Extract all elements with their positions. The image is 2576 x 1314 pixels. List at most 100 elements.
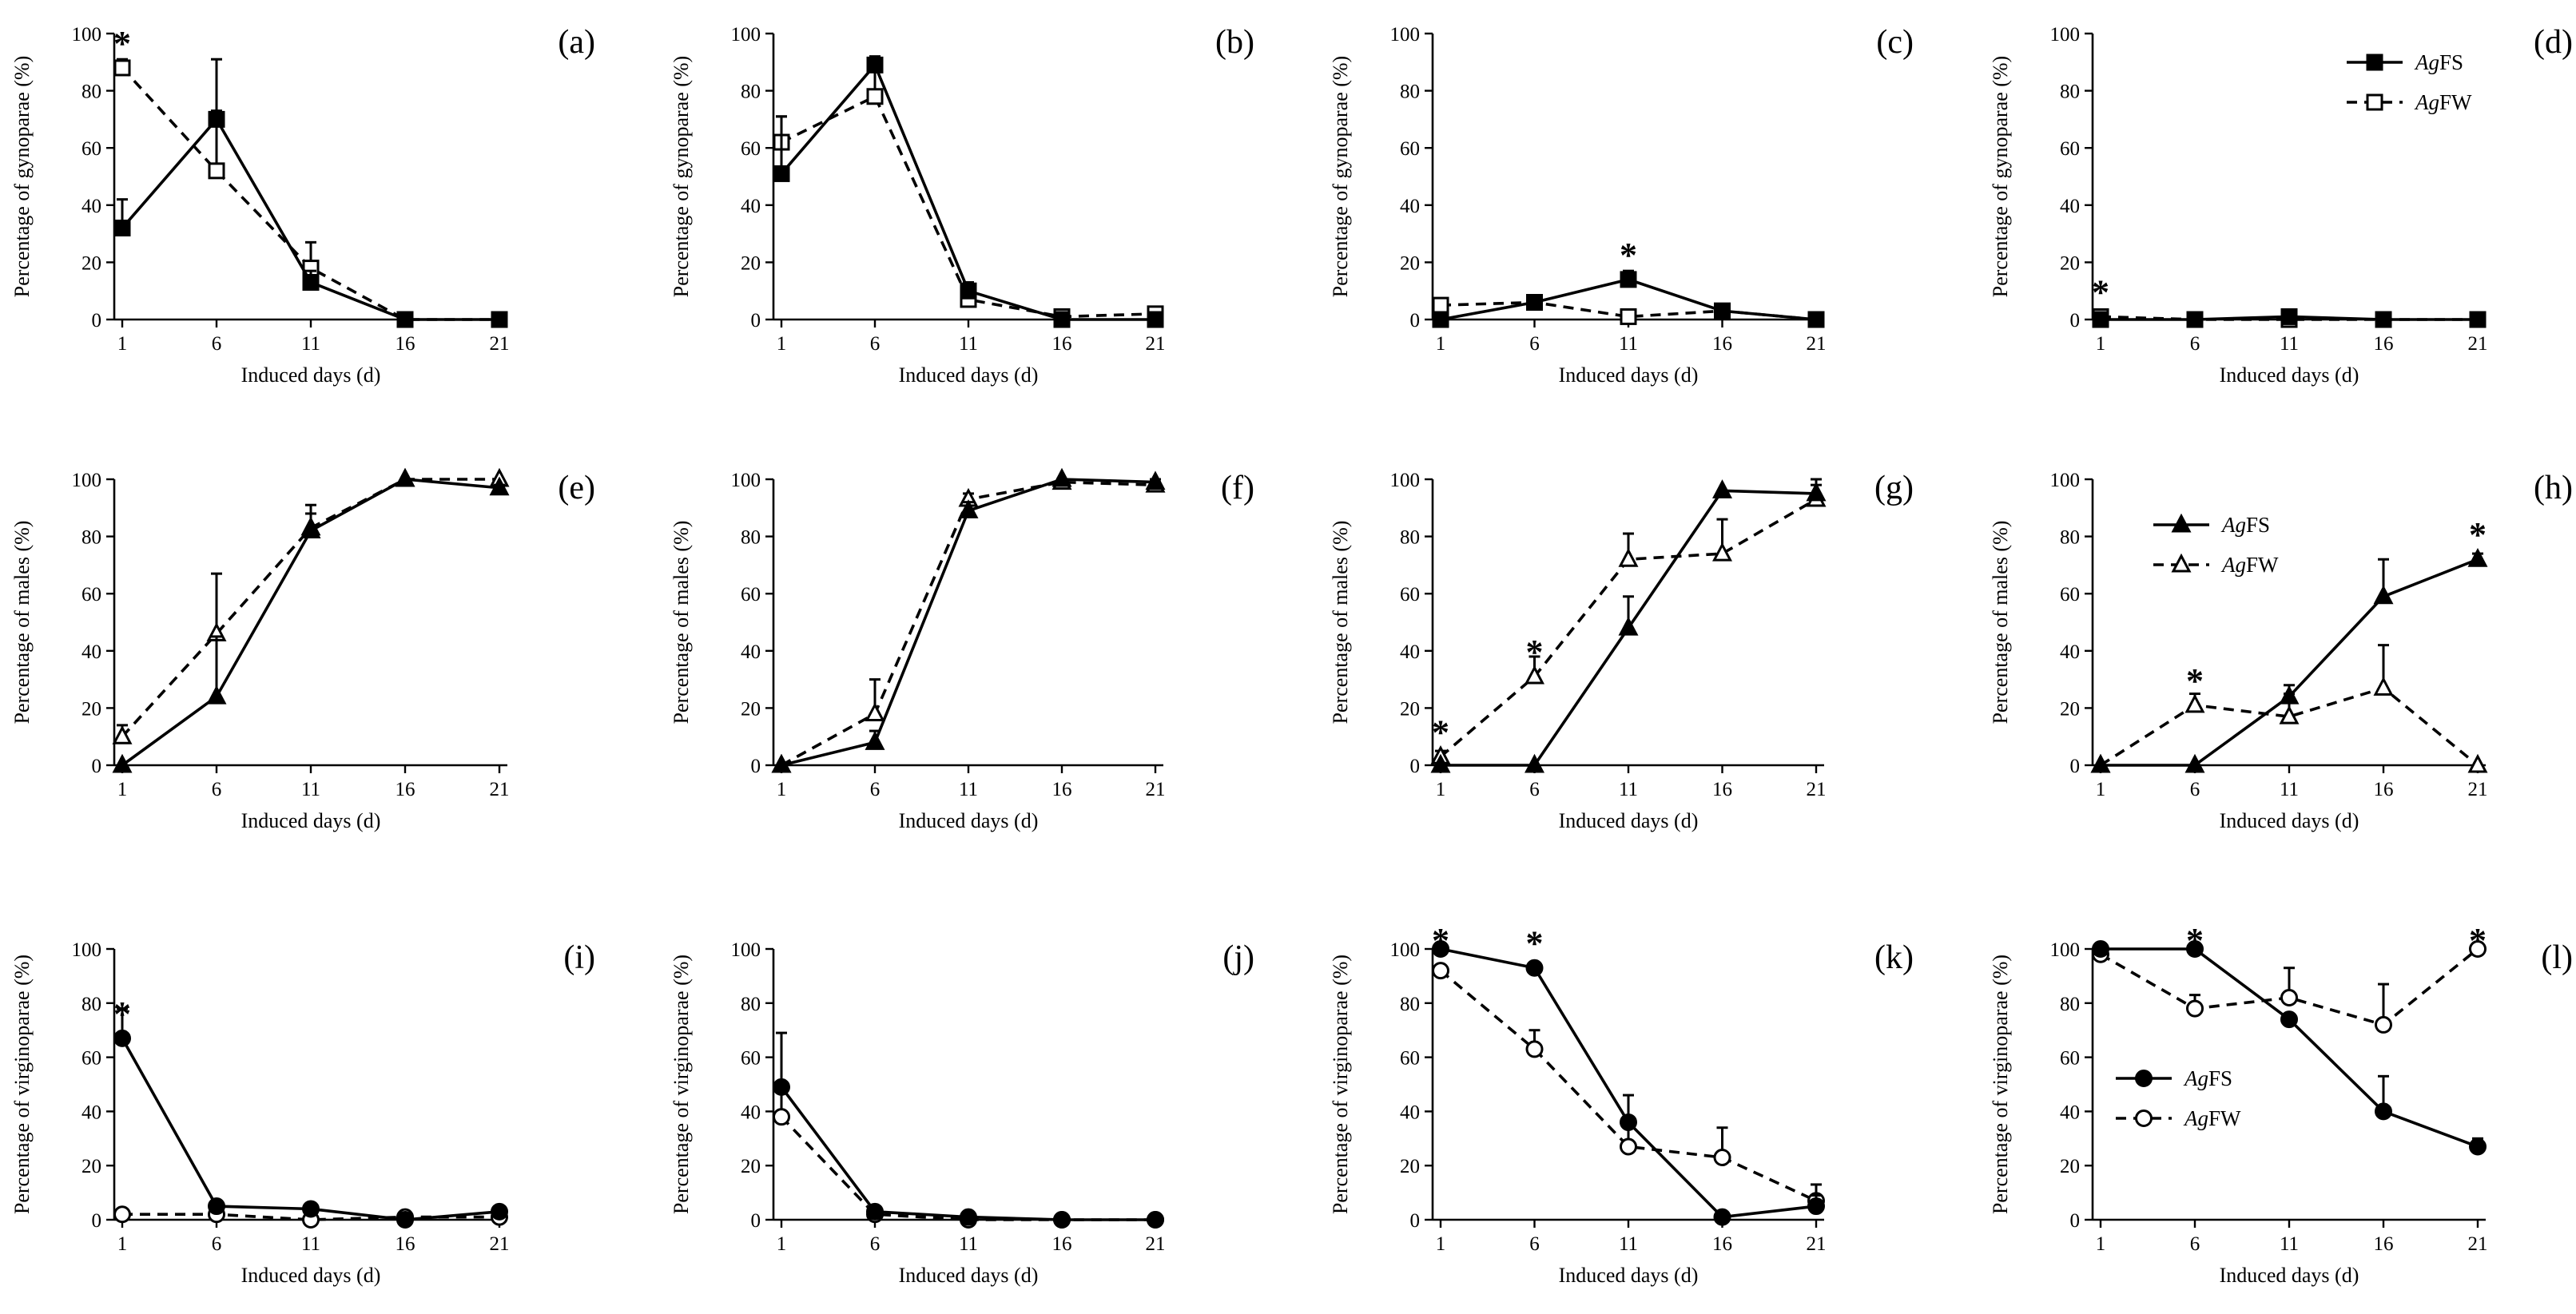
- data-point: [2375, 1015, 2392, 1034]
- data-point: [865, 731, 885, 750]
- x-tick-label: 1: [777, 1233, 787, 1255]
- legend-label-rest: FW: [2208, 1106, 2241, 1130]
- x-axis-title: Induced days (d): [241, 809, 381, 832]
- data-point: [1525, 753, 1544, 773]
- data-point: [113, 59, 131, 77]
- x-tick-label: 21: [1807, 779, 1827, 800]
- y-tick-label: 80: [1400, 994, 1420, 1015]
- y-tick-label: 60: [741, 138, 761, 160]
- data-point: [1806, 482, 1827, 502]
- legend-marker: [2171, 513, 2192, 533]
- significance-star: *: [2469, 515, 2487, 554]
- data-point: [1618, 616, 1639, 636]
- y-tick-label: 60: [2060, 1048, 2080, 1070]
- data-point: [113, 1205, 131, 1224]
- x-tick-label: 11: [959, 333, 978, 355]
- x-axis-title: Induced days (d): [1559, 363, 1699, 387]
- series-agfs: [773, 1031, 1164, 1229]
- data-point: [1714, 302, 1731, 320]
- legend-label: AgFS: [2220, 513, 2270, 537]
- panel-tag: (a): [558, 24, 595, 61]
- x-tick-label: 6: [212, 1233, 222, 1255]
- series-line: [2100, 686, 2479, 767]
- x-tick-label: 11: [1619, 333, 1638, 355]
- data-point: [2186, 940, 2204, 958]
- x-tick-label: 6: [212, 333, 222, 355]
- y-tick-label: 20: [741, 252, 761, 274]
- y-tick-label: 0: [92, 756, 102, 777]
- y-tick-label: 60: [741, 1048, 761, 1070]
- data-point: [208, 1197, 225, 1216]
- significance-star: *: [1526, 633, 1544, 672]
- x-tick-label: 11: [301, 779, 320, 800]
- y-tick-label: 40: [81, 1102, 101, 1123]
- legend-marker: [2171, 553, 2192, 573]
- y-tick-label: 100: [1390, 470, 1421, 491]
- y-tick-label: 0: [2070, 756, 2081, 777]
- legend-marker: [2135, 1070, 2153, 1087]
- y-tick-label: 100: [72, 470, 102, 491]
- y-tick-label: 100: [2050, 939, 2081, 961]
- data-point: [1147, 1211, 1164, 1229]
- x-axis-title: Induced days (d): [899, 363, 1039, 387]
- x-tick-label: 6: [2190, 1233, 2200, 1255]
- data-point: [771, 753, 792, 773]
- panel-tag: (e): [558, 470, 595, 506]
- y-tick-label: 20: [2060, 698, 2080, 720]
- data-point: [958, 499, 979, 518]
- series-agfw: [1432, 962, 1825, 1210]
- y-axis-title: Percentage of virginoparae (%): [670, 955, 693, 1214]
- y-tick-label: 60: [1400, 584, 1420, 605]
- data-point: [866, 1202, 884, 1221]
- series-agfs: [1432, 269, 1825, 328]
- legend-label-italic: Ag: [2183, 1106, 2208, 1130]
- significance-star: *: [113, 994, 131, 1034]
- data-point: [773, 1078, 790, 1096]
- panel-tag: (d): [2534, 24, 2573, 61]
- y-axis-title: Percentage of gynoparae (%): [10, 56, 34, 297]
- data-point: [2092, 311, 2109, 328]
- y-tick-label: 0: [92, 310, 102, 331]
- data-point: [1147, 311, 1164, 328]
- y-tick-label: 40: [1400, 641, 1420, 663]
- series-agfs: [2090, 548, 2488, 773]
- y-tick-label: 0: [751, 310, 761, 331]
- legend-label-italic: Ag: [2220, 553, 2246, 577]
- data-point: [1432, 296, 1449, 314]
- data-point: [2186, 999, 2204, 1018]
- data-point: [1432, 940, 1449, 958]
- y-axis-title: Percentage of males (%): [1989, 521, 2012, 724]
- data-point: [2469, 311, 2487, 328]
- y-tick-label: 20: [741, 698, 761, 720]
- y-tick-label: 20: [1400, 252, 1420, 274]
- data-point: [2469, 1137, 2487, 1156]
- data-point: [2280, 1010, 2298, 1029]
- data-point: [1620, 1137, 1637, 1156]
- legend-marker: [2366, 54, 2383, 71]
- panel-tag: (i): [563, 939, 595, 976]
- data-point: [1053, 311, 1071, 328]
- legend-label: AgFW: [2414, 90, 2472, 114]
- x-tick-label: 6: [1529, 333, 1540, 355]
- y-tick-label: 0: [751, 756, 761, 777]
- legend-label-rest: FW: [2439, 90, 2472, 114]
- panel-tag: (l): [2541, 939, 2573, 976]
- panel-tag: (h): [2534, 470, 2573, 506]
- legend-label: AgFS: [2414, 50, 2463, 74]
- data-point: [1432, 311, 1449, 328]
- y-tick-label: 60: [2060, 138, 2080, 160]
- panel-tag: (k): [1874, 939, 1914, 976]
- legend-label-italic: Ag: [2414, 90, 2439, 114]
- series-agfw: [2090, 644, 2488, 773]
- y-tick-label: 0: [1410, 1210, 1421, 1232]
- data-point: [2280, 308, 2298, 325]
- x-tick-label: 11: [2280, 1233, 2299, 1255]
